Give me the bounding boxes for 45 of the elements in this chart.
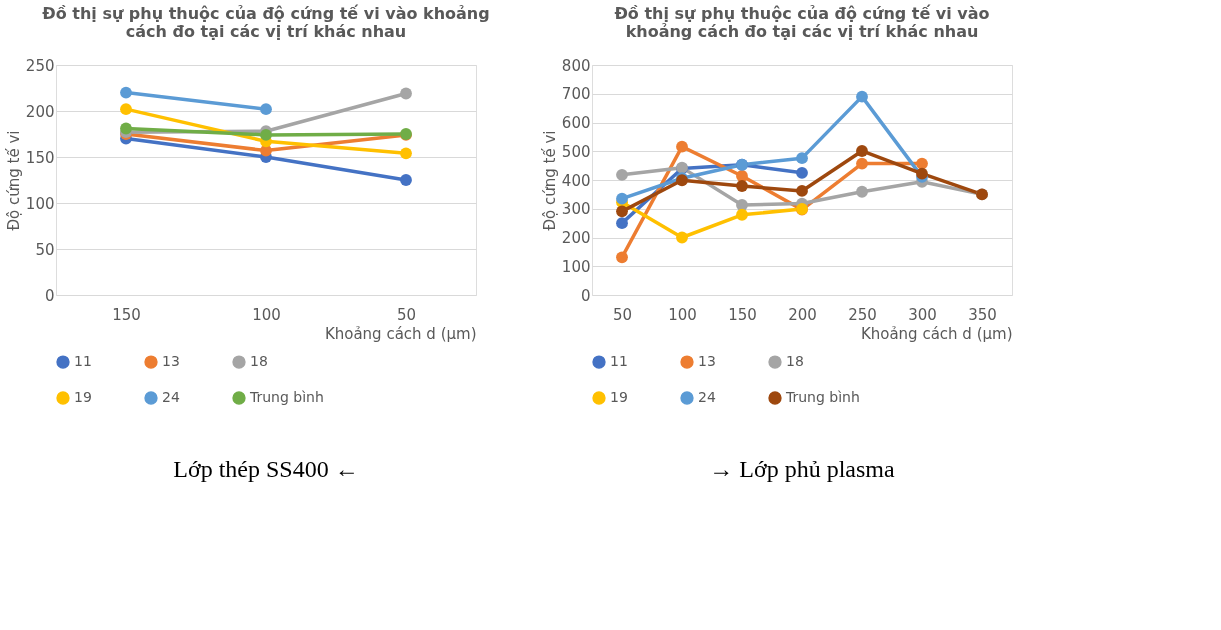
y-tick-label: 100 xyxy=(25,194,55,213)
chart-title: Đồ thị sự phụ thuộc của độ cứng tế vi vào khoảng cách đo tại các vị trí khác nhau xyxy=(42,4,490,41)
x-tick-label: 50 xyxy=(396,305,417,324)
y-tick-label: 200 xyxy=(561,229,591,247)
x-tick-label: 300 xyxy=(908,305,937,324)
legend-label: Trung bình xyxy=(249,389,324,405)
y-tick-label: 800 xyxy=(561,56,591,75)
x-tick-label: 100 xyxy=(668,305,697,324)
y-tick-label: 100 xyxy=(561,257,591,276)
y-tick-label: 700 xyxy=(561,85,591,104)
legend-label: 24 xyxy=(162,389,180,405)
x-tick-label: 350 xyxy=(968,305,997,324)
x-tick-label: 200 xyxy=(788,305,817,324)
legend-label: 24 xyxy=(698,389,716,405)
x-axis-title: Khoảng cách d (µm) xyxy=(324,324,477,343)
y-axis-title: Độ cứng tế vi xyxy=(4,130,23,231)
x-tick-label: 50 xyxy=(612,305,633,324)
y-axis-title: Độ cứng tế vi xyxy=(540,130,559,231)
x-tick-label: 150 xyxy=(728,305,757,324)
y-tick-label: 400 xyxy=(561,171,591,190)
y-tick-label: 0 xyxy=(580,286,591,305)
legend-label: 19 xyxy=(610,389,628,405)
legend-label: 11 xyxy=(74,353,92,370)
legend-label: 19 xyxy=(74,389,92,405)
y-tick-label: 50 xyxy=(35,240,55,259)
y-tick-label: 150 xyxy=(25,148,55,167)
x-tick-label: 150 xyxy=(112,305,141,324)
text: Lớp thép SS400 ← xyxy=(173,456,359,482)
legend-label: Trung bình xyxy=(785,389,860,405)
y-tick-label: 200 xyxy=(25,102,55,121)
y-tick-label: 300 xyxy=(561,200,591,219)
legend-label: 13 xyxy=(162,353,180,370)
y-tick-label: 0 xyxy=(44,286,55,305)
x-axis-title: Khoảng cách d (µm) xyxy=(860,324,1013,343)
x-tick-label: 250 xyxy=(848,305,877,324)
y-tick-label: 250 xyxy=(25,56,55,75)
y-tick-label: 600 xyxy=(561,114,591,132)
text: → Lớp phủ plasma xyxy=(709,456,896,482)
legend-label: 13 xyxy=(698,353,716,370)
legend-label: 18 xyxy=(250,353,268,370)
x-tick-label: 100 xyxy=(252,305,281,324)
y-tick-label: 500 xyxy=(561,142,591,161)
legend-label: 11 xyxy=(610,353,628,370)
chart-title: Đồ thị sự phụ thuộc của độ cứng tế vi vào khoảng cách đo tại các vị trí khác nhau xyxy=(614,4,990,41)
legend-label: 18 xyxy=(786,353,804,370)
